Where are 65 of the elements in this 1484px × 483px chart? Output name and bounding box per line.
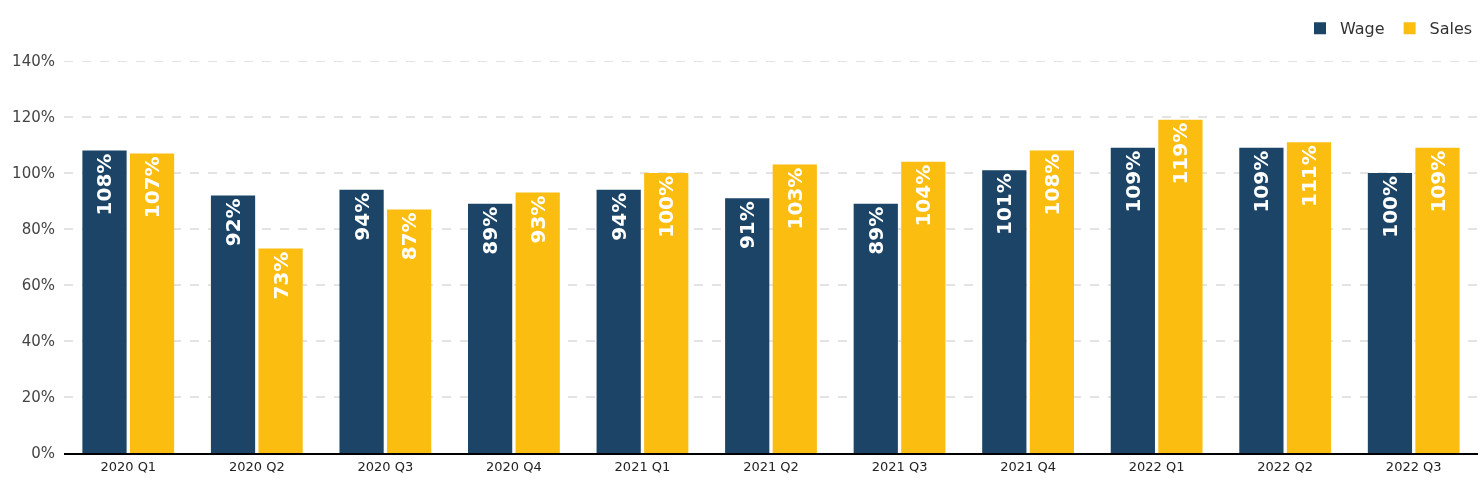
data-label: 109% (1120, 150, 1145, 213)
data-label: 108% (92, 153, 117, 216)
bar (725, 198, 770, 453)
data-label: 109% (1425, 150, 1450, 213)
data-label: 92% (221, 198, 246, 247)
bar (515, 192, 560, 453)
data-label: 108% (1039, 153, 1064, 216)
data-label: 103% (782, 167, 807, 230)
y-tick-label: 120% (12, 108, 55, 127)
bar (853, 203, 898, 453)
bar (82, 150, 127, 453)
data-label: 101% (992, 173, 1017, 235)
x-tick-label: 2021 Q2 (743, 458, 799, 474)
bar (772, 164, 817, 453)
data-label: 89% (863, 206, 888, 255)
legend-label: Wage (1340, 19, 1385, 39)
bar (1110, 147, 1155, 453)
bar (387, 209, 432, 453)
y-tick-label: 140% (12, 52, 55, 71)
y-tick-label: 60% (21, 276, 55, 295)
x-tick-label: 2020 Q3 (357, 458, 414, 474)
x-tick-label: 2020 Q4 (486, 458, 542, 474)
data-label: 107% (140, 156, 165, 219)
bar (1286, 142, 1332, 453)
bar (1158, 119, 1203, 453)
bar (468, 203, 513, 453)
bar (258, 248, 303, 453)
bar (901, 161, 946, 453)
data-label: 87% (397, 212, 422, 261)
y-tick-label: 100% (12, 164, 55, 183)
x-tick-label: 2022 Q3 (1385, 458, 1442, 474)
bar (1367, 173, 1413, 453)
y-tick-label: 40% (21, 332, 55, 351)
data-label: 111% (1296, 145, 1321, 207)
y-tick-label: 20% (21, 388, 55, 407)
x-tick-label: 2021 Q4 (1000, 458, 1056, 474)
bar (1415, 147, 1460, 453)
data-label: 91% (735, 201, 760, 250)
bar (644, 173, 689, 453)
y-tick-label: 0% (31, 444, 55, 463)
data-label: 109% (1249, 150, 1274, 213)
data-label: 94% (349, 192, 374, 241)
bar (1029, 150, 1074, 453)
bar (129, 153, 175, 453)
data-label: 93% (525, 195, 550, 244)
bar (210, 195, 256, 453)
data-label: 119% (1168, 122, 1193, 185)
bar (982, 170, 1027, 453)
x-tick-label: 2020 Q1 (100, 458, 157, 474)
x-tick-label: 2022 Q2 (1257, 458, 1314, 474)
x-tick-label: 2021 Q1 (614, 458, 671, 474)
data-label: 100% (654, 176, 679, 238)
bar (1239, 147, 1284, 453)
x-tick-label: 2020 Q2 (228, 458, 285, 474)
data-label: 104% (911, 164, 936, 227)
legend-label: Sales (1429, 19, 1473, 39)
bar (339, 189, 384, 453)
data-label: 94% (606, 192, 631, 241)
data-label: 100% (1377, 176, 1402, 238)
bar (596, 189, 641, 453)
x-tick-label: 2022 Q1 (1128, 458, 1185, 474)
data-label: 89% (478, 206, 503, 255)
data-label: 73% (268, 251, 293, 300)
x-tick-label: 2021 Q3 (871, 458, 928, 474)
y-tick-label: 80% (21, 220, 55, 239)
